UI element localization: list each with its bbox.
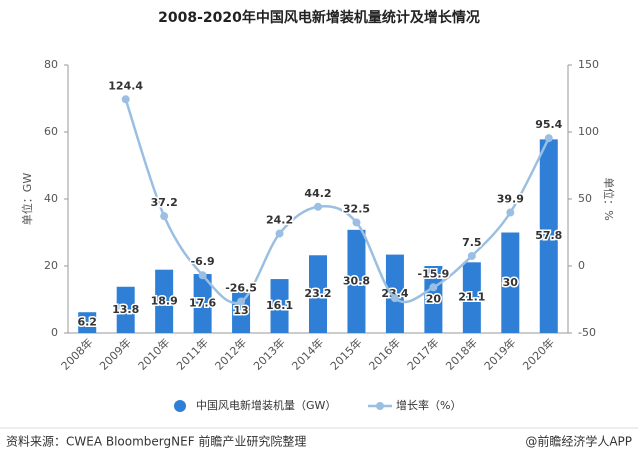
bar — [78, 312, 97, 333]
y-axis-label: 单位：GW — [20, 173, 34, 226]
y2-tick-label: 100 — [578, 125, 599, 138]
line-point — [429, 283, 438, 292]
bar — [501, 232, 520, 333]
legend-label: 中国风电新增装机量（GW） — [196, 398, 336, 412]
x-tick-label: 2013年 — [250, 335, 287, 372]
bar-label: 20 — [426, 293, 442, 306]
line-point — [390, 294, 399, 303]
bar — [539, 139, 558, 333]
bar — [155, 269, 174, 333]
x-tick-label: 2008年 — [58, 335, 95, 372]
line-label: 39.9 — [497, 193, 524, 206]
bar-label: 21.1 — [458, 291, 485, 304]
bar-label: 6.2 — [77, 316, 97, 329]
bar-label: 30 — [503, 276, 519, 289]
line-point — [121, 95, 130, 104]
bar — [232, 289, 251, 333]
bar-label: 57.8 — [535, 229, 562, 242]
line — [124, 98, 550, 305]
line-point — [237, 297, 246, 306]
x-tick-label: 2010年 — [135, 335, 172, 372]
line-point — [160, 212, 169, 221]
bar-label: 23.2 — [304, 287, 331, 300]
x-tick-label: 2019年 — [481, 335, 518, 372]
line-label: 32.5 — [343, 202, 370, 215]
bar-label: 16.1 — [266, 299, 293, 312]
x-tick-label: 2016年 — [366, 335, 403, 372]
x-tick-label: 2011年 — [173, 335, 210, 372]
y2-tick-label: 50 — [578, 192, 592, 205]
line-point — [467, 251, 476, 260]
line-point — [198, 271, 207, 280]
x-tick-label: 2012年 — [212, 335, 249, 372]
line-label: 44.2 — [304, 187, 331, 200]
line-label: -15.9 — [418, 267, 450, 280]
bar — [424, 266, 443, 333]
legend-label: 增长率（%） — [396, 398, 461, 412]
y-tick-label: 60 — [44, 125, 58, 138]
legend-swatch — [174, 400, 186, 412]
y2-tick-label: -50 — [578, 326, 596, 339]
bar-label: 13.8 — [112, 303, 139, 316]
y-tick-label: 80 — [44, 58, 58, 71]
y2-axis-label: 单位：% — [602, 177, 616, 220]
y-tick-label: 20 — [44, 259, 58, 272]
line-point — [275, 229, 284, 238]
y2-tick-label: 0 — [578, 259, 585, 272]
line-label: 95.4 — [535, 118, 562, 131]
line-label: 24.2 — [266, 214, 293, 227]
line-label: 124.4 — [108, 79, 143, 92]
line-label: 7.5 — [462, 236, 482, 249]
bar — [116, 286, 135, 333]
x-tick-label: 2017年 — [404, 335, 441, 372]
line-label: -6.9 — [191, 255, 215, 268]
bar — [385, 254, 404, 333]
x-tick-label: 2020年 — [520, 335, 557, 372]
x-tick-label: 2009年 — [96, 335, 133, 372]
chart-title: 2008-2020年中国风电新增装机量统计及增长情况 — [158, 9, 480, 26]
y-tick-label: 40 — [44, 192, 58, 205]
source: 资料来源：CWEA BloombergNEF 前瞻产业研究院整理 — [6, 434, 306, 449]
bar-label: 13 — [233, 304, 248, 317]
line-point — [352, 218, 361, 227]
legend-swatch — [376, 402, 384, 410]
bar — [347, 229, 366, 333]
x-tick-label: 2014年 — [289, 335, 326, 372]
bar — [193, 274, 212, 333]
line-label: 37.2 — [151, 196, 178, 209]
y2-tick-label: 150 — [578, 58, 599, 71]
line-point — [314, 202, 322, 211]
x-tick-label: 2018年 — [443, 335, 480, 372]
bar-label: 30.8 — [343, 274, 370, 287]
line-label: -26.5 — [225, 282, 257, 295]
credit: @前瞻经济学人APP — [525, 434, 632, 449]
bar — [462, 262, 481, 333]
x-tick-label: 2015年 — [327, 335, 364, 372]
bar-label: 18.9 — [151, 294, 178, 307]
bar — [270, 279, 289, 333]
bar-label: 17.6 — [189, 297, 216, 310]
y-tick-label: 0 — [51, 326, 58, 339]
line-point — [506, 208, 515, 217]
line-point — [544, 134, 553, 143]
bar — [309, 255, 327, 333]
